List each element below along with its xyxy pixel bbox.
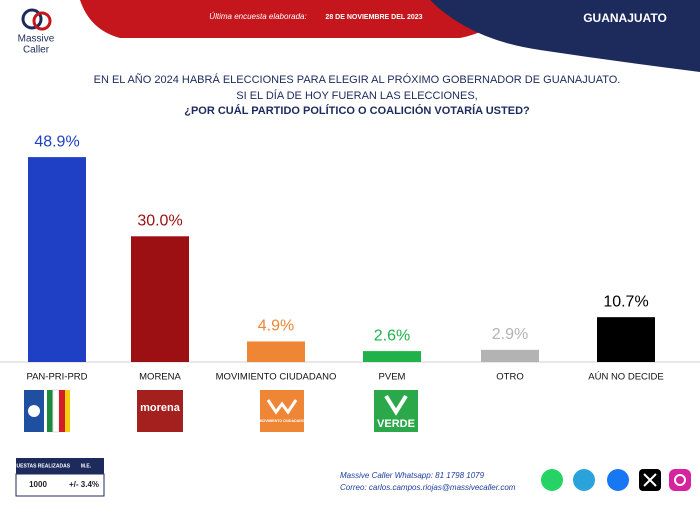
header-band bbox=[80, 0, 520, 38]
logo-pvem-mark bbox=[384, 394, 408, 416]
category-label: AÚN NO DECIDE bbox=[588, 372, 663, 383]
logo-mc-mark bbox=[266, 399, 298, 415]
logo-gap bbox=[44, 390, 47, 432]
logo-ring bbox=[32, 11, 52, 31]
logo-text: morena bbox=[140, 402, 181, 414]
bar bbox=[481, 349, 539, 362]
icon-instagram[interactable] bbox=[669, 469, 691, 491]
table-header-text: M.E. bbox=[81, 463, 92, 469]
value-label: 2.9% bbox=[492, 326, 528, 343]
bar bbox=[597, 317, 655, 362]
value-label: 10.7% bbox=[603, 293, 648, 310]
region-band bbox=[430, 0, 700, 72]
bar bbox=[363, 351, 421, 362]
logo-pan-circle bbox=[28, 405, 40, 417]
category-label: MORENA bbox=[139, 372, 181, 383]
question: EN EL AÑO 2024 HABRÁ ELECCIONES PARA ELE… bbox=[94, 73, 621, 86]
value-label: 48.9% bbox=[34, 133, 79, 150]
logo-pri bbox=[59, 390, 65, 432]
footer-whatsapp: Massive Caller Whatsapp: 81 1798 1079 bbox=[340, 471, 485, 480]
table-header-text: ENCUESTAS REALIZADAS bbox=[6, 463, 71, 469]
logo-pri bbox=[52, 389, 60, 433]
logo: Massive Caller bbox=[18, 8, 55, 56]
logo-text: VERDE bbox=[377, 418, 415, 430]
value-label: 4.9% bbox=[258, 318, 294, 335]
icon-instagram-mark bbox=[674, 474, 686, 486]
footer-email: Correo: carlos.campos.riojas@massivecall… bbox=[340, 483, 516, 492]
category-label: MOVIMIENTO CIUDADANO bbox=[216, 372, 337, 383]
survey-date: 28 DE NOVIEMBRE DEL 2023 bbox=[325, 14, 422, 21]
logo-mc bbox=[260, 390, 304, 432]
bar bbox=[131, 236, 189, 362]
region: GUANAJUATO bbox=[583, 11, 667, 25]
table-header bbox=[16, 458, 104, 474]
category-label: OTRO bbox=[496, 372, 523, 383]
logo-ring bbox=[21, 8, 43, 30]
category-label: PVEM bbox=[379, 372, 406, 383]
brand: Caller bbox=[23, 45, 50, 56]
bars: 48.9% PAN-PRI-PRD 30.0% MORENA 4.9% MOVIMIENT… bbox=[26, 133, 663, 382]
table-body bbox=[15, 473, 105, 497]
table-cell: 1000 bbox=[29, 480, 47, 489]
category-label: PAN-PRI-PRD bbox=[26, 372, 87, 383]
survey-table: ENCUESTAS REALIZADAS M.E. 1000 +/- 3.4% bbox=[6, 458, 105, 497]
bar bbox=[28, 157, 86, 362]
logo-pan-pri-prd bbox=[24, 389, 70, 433]
logo-text: MOVIMIENTO CIUDADANO bbox=[260, 419, 305, 423]
logo-pri bbox=[47, 390, 53, 432]
question: SI EL DÍA DE HOY FUERAN LAS ELECCIONES, bbox=[236, 89, 477, 102]
logo-prd bbox=[65, 390, 70, 432]
brand: Massive bbox=[18, 34, 55, 45]
logo-morena bbox=[137, 390, 183, 432]
icon-facebook[interactable] bbox=[607, 469, 629, 491]
value-label: 30.0% bbox=[137, 213, 182, 230]
table-cell: +/- 3.4% bbox=[69, 480, 99, 489]
bar bbox=[247, 341, 305, 362]
icon-telegram[interactable] bbox=[573, 469, 595, 491]
icon-whatsapp[interactable] bbox=[541, 469, 563, 491]
icon-x-mark bbox=[643, 473, 657, 487]
survey-label: Última encuesta elaborada: bbox=[209, 12, 306, 21]
social-icons bbox=[541, 469, 691, 491]
value-label: 2.6% bbox=[374, 327, 410, 344]
question: ¿POR CUÁL PARTIDO POLÍTICO O COALICIÓN V… bbox=[184, 104, 530, 117]
